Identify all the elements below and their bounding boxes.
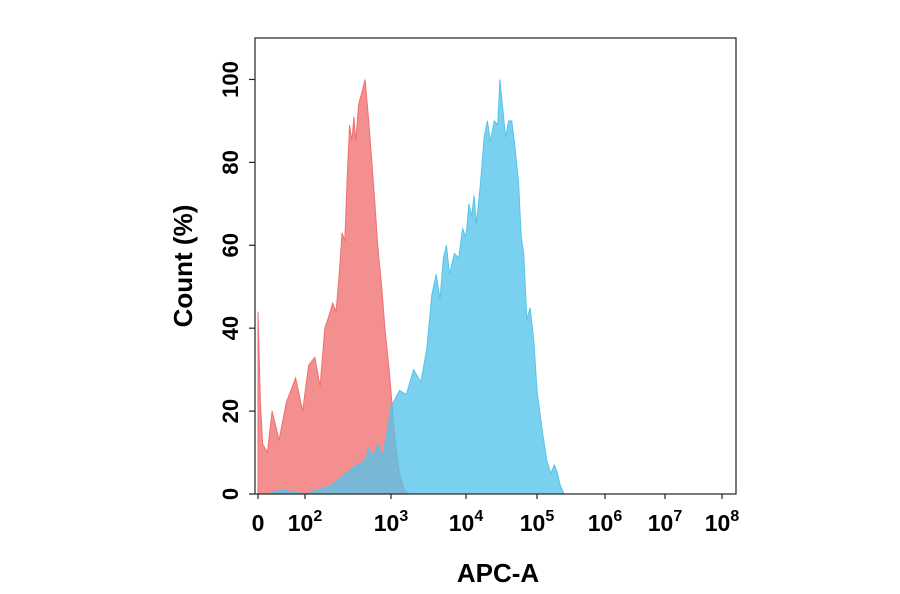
plot-frame <box>254 37 737 495</box>
x-tick-label: 0 <box>252 510 265 536</box>
y-tick-label: 0 <box>218 488 243 500</box>
x-tick-label: 105 <box>520 508 555 536</box>
histogram-series-2 <box>267 79 565 495</box>
x-tick-label: 102 <box>288 508 323 536</box>
x-tick-label: 103 <box>374 508 409 536</box>
x-tick-label: 107 <box>648 508 683 536</box>
y-axis: 0 20 40 60 80 100 <box>218 61 255 500</box>
y-tick-label: 20 <box>218 399 243 423</box>
histogram-series-1 <box>257 79 410 495</box>
y-tick-label: 80 <box>218 150 243 174</box>
y-tick-label: 60 <box>218 233 243 257</box>
y-tick-label: 40 <box>218 316 243 340</box>
x-tick-label: 104 <box>449 508 484 536</box>
x-axis: 0 102 103 104 105 106 107 108 <box>252 494 740 536</box>
x-axis-label: APC-A <box>457 558 540 588</box>
y-axis-label: Count (%) <box>168 205 198 328</box>
plot-area <box>257 79 565 495</box>
x-tick-label: 108 <box>705 508 740 536</box>
x-tick-label: 106 <box>588 508 623 536</box>
y-tick-label: 100 <box>218 61 243 98</box>
